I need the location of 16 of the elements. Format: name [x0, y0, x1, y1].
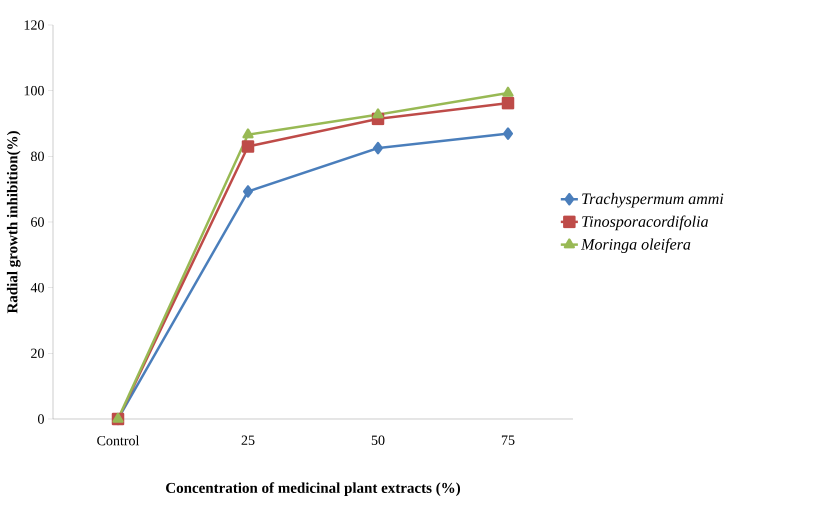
y-axis-title: Radial growth inhibition(%) — [6, 131, 21, 314]
x-axis-title: Concentration of medicinal plant extracts (%) — [166, 482, 460, 496]
legend-label: Trachyspermum ammi — [582, 192, 724, 208]
x-tick-label: 25 — [242, 436, 254, 445]
legend-label: Moringa oleifera — [580, 238, 690, 253]
y-tick-label: 100 — [24, 86, 44, 96]
y-tick-label: 120 — [24, 20, 44, 30]
y-tick-label: 0 — [38, 414, 44, 424]
x-tick-label: 75 — [502, 436, 514, 445]
x-tick-label: Control — [97, 436, 140, 446]
legend-label: Tinosporacordifolia — [582, 216, 708, 230]
y-tick-label: 60 — [31, 217, 44, 227]
x-tick-label: 50 — [372, 436, 384, 445]
y-tick-label: 80 — [31, 152, 44, 162]
y-tick-label: 20 — [31, 348, 44, 358]
y-tick-label: 40 — [30, 282, 44, 292]
